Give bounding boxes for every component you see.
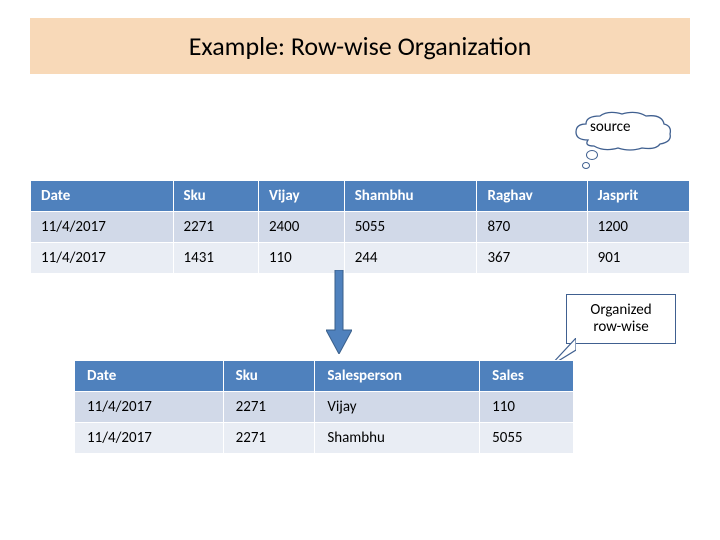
cell: 244	[344, 243, 477, 274]
cell: 870	[477, 212, 587, 243]
col-header: Sku	[173, 181, 258, 212]
cell: 901	[587, 243, 689, 274]
cell: 5055	[344, 212, 477, 243]
result-table: Date Sku Salesperson Sales 11/4/2017 227…	[74, 360, 574, 454]
cell: Vijay	[315, 392, 480, 423]
col-header: Raghav	[477, 181, 587, 212]
table-row: 11/4/2017 2271 Shambhu 5055	[75, 423, 574, 454]
organized-label: Organized row-wise	[590, 302, 651, 337]
table-row: 11/4/2017 2271 2400 5055 870 1200	[31, 212, 690, 243]
title-banner: Example: Row-wise Organization	[30, 18, 690, 74]
table-header-row: Date Sku Salesperson Sales	[75, 361, 574, 392]
cell: 11/4/2017	[31, 243, 174, 274]
cell: 11/4/2017	[31, 212, 174, 243]
source-label: source	[590, 118, 630, 136]
cell: 2271	[223, 392, 315, 423]
table-row: 11/4/2017 1431 110 244 367 901	[31, 243, 690, 274]
cell: 11/4/2017	[75, 392, 224, 423]
cell: 2271	[173, 212, 258, 243]
table-header-row: Date Sku Vijay Shambhu Raghav Jasprit	[31, 181, 690, 212]
cell: 110	[258, 243, 344, 274]
cell: 367	[477, 243, 587, 274]
col-header: Sku	[223, 361, 315, 392]
page-title: Example: Row-wise Organization	[189, 30, 532, 62]
cell: Shambhu	[315, 423, 480, 454]
cell: 2400	[258, 212, 344, 243]
down-arrow-icon	[326, 270, 352, 359]
cell: 1200	[587, 212, 689, 243]
col-header: Shambhu	[344, 181, 477, 212]
col-header: Sales	[480, 361, 574, 392]
col-header: Date	[75, 361, 224, 392]
cell: 5055	[480, 423, 574, 454]
col-header: Vijay	[258, 181, 344, 212]
table-row: 11/4/2017 2271 Vijay 110	[75, 392, 574, 423]
col-header: Salesperson	[315, 361, 480, 392]
organized-callout: Organized row-wise	[566, 294, 686, 356]
source-table: Date Sku Vijay Shambhu Raghav Jasprit 11…	[30, 180, 690, 274]
cell: 11/4/2017	[75, 423, 224, 454]
cell: 110	[480, 392, 574, 423]
cell: 2271	[223, 423, 315, 454]
col-header: Jasprit	[587, 181, 689, 212]
col-header: Date	[31, 181, 174, 212]
cell: 1431	[173, 243, 258, 274]
